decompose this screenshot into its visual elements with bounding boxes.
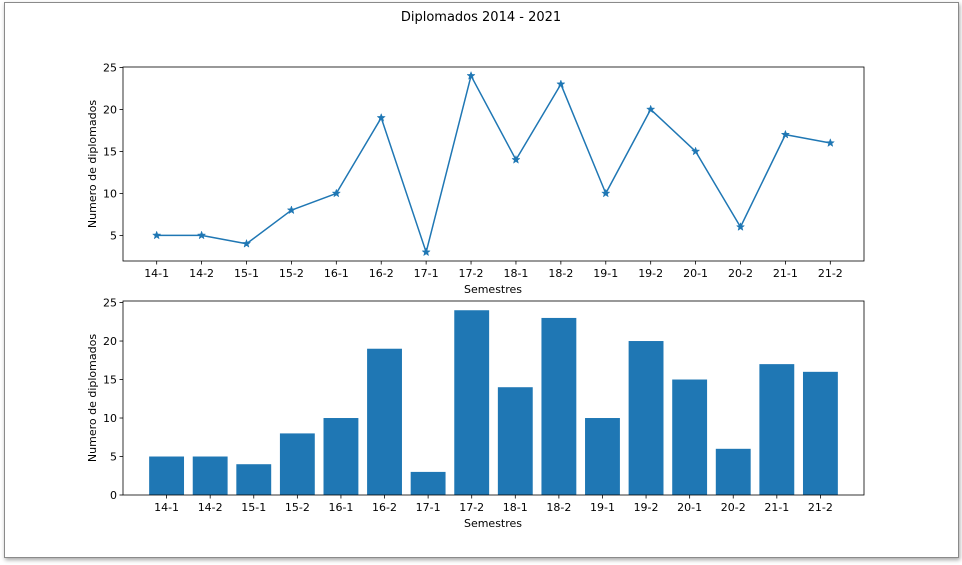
line-chart-ytick-label: 5 [110,229,117,242]
line-point-star-marker [421,247,431,257]
line-chart-xtick-label: 21-2 [818,267,843,280]
bar-chart-xtick-label: 19-1 [590,501,615,514]
bar-chart: Semestres Numero de diplomados 0 5 10 15 20 2… [86,297,865,530]
bar-chart-xtick-label: 16-2 [372,501,397,514]
bar-chart-xtick-label: 17-1 [416,501,441,514]
bar-chart-xtick-label: 21-2 [808,501,833,514]
line-chart-xtick-label: 16-1 [324,267,349,280]
bar-chart-ytick-label: 0 [110,489,117,502]
bar-chart-xtick-label: 16-1 [328,501,353,514]
bar-chart-xtick-label: 19-2 [634,501,659,514]
bar-chart-ylabel: Numero de diplomados [86,334,99,462]
bar-chart-xtick-label: 18-2 [546,501,571,514]
line-chart-ylabel: Numero de diplomados [86,100,99,228]
line-chart-ytick-label: 15 [103,145,117,158]
bar [628,341,664,495]
bar [323,418,359,495]
bar-chart-xtick-label: 20-1 [677,501,702,514]
line-chart-xtick-label: 17-2 [459,267,484,280]
line-chart-xtick-label: 15-1 [234,267,259,280]
bar-chart-xtick-label: 15-2 [285,501,310,514]
line-point-star-marker [556,79,566,89]
line-chart-xtick-label: 19-1 [593,267,618,280]
line-chart-xtick-label: 17-1 [414,267,439,280]
bar-chart-xtick-label: 18-1 [503,501,528,514]
line-point-star-marker [735,222,746,231]
line-chart-xtick-label: 14-1 [144,267,169,280]
line-chart-xtick-label: 15-2 [279,267,304,280]
bar [672,379,708,495]
bar [541,317,577,495]
bar-chart-ytick-label: 5 [110,451,117,464]
bar-chart-plot-frame [122,300,865,496]
bar [410,471,446,495]
bar-chart-ytick-label: 10 [103,412,117,425]
line-point-star-marker [286,205,297,215]
line-chart-xtick-label: 18-1 [503,267,528,280]
bar-chart-ytick-label: 20 [103,335,117,348]
bar [802,371,838,495]
line-chart-xtick-label: 20-1 [683,267,708,280]
line-chart-xlabel: Semestres [464,283,522,296]
bar-chart-xtick-label: 14-2 [198,501,223,514]
line-point-star-marker [690,146,701,156]
bar [367,348,402,495]
bar [279,433,315,495]
line-point-star-marker [466,70,476,80]
line-chart-ytick-label: 25 [103,61,117,74]
line-point-star-marker [331,188,341,198]
line-chart-xtick-label: 14-2 [189,267,214,280]
line-point-star-marker [196,230,207,240]
line-point-star-marker [646,104,656,114]
bar [454,310,490,495]
line-point-star-marker [152,230,162,240]
bar-chart-xtick-label: 21-1 [764,501,789,514]
bar [497,387,533,495]
line-chart-ytick-label: 20 [103,103,117,116]
line-chart-ytick-label: 10 [103,187,117,200]
bar-chart-xtick-label: 17-2 [459,501,484,514]
line-point-star-marker [780,129,791,139]
line-chart-xtick-label: 16-2 [369,267,394,280]
line-chart-plot-frame [122,66,865,262]
bar [192,456,228,495]
bar [149,456,185,495]
line-point-star-marker [376,112,386,122]
line-chart: Semestres Numero de diplomados 5 10 15 20 25… [86,61,865,296]
figure-title: Diplomados 2014 - 2021 [401,10,561,25]
bar-chart-xtick-label: 20-2 [721,501,746,514]
bar-chart-ytick-label: 15 [103,374,117,387]
line-series [156,75,831,253]
line-point-star-marker [825,138,835,147]
line-chart-xtick-label: 19-2 [638,267,663,280]
line-point-star-marker [241,238,252,248]
bar-chart-xlabel: Semestres [464,517,522,530]
bar [236,464,272,495]
bar [585,418,620,495]
bar [759,364,795,495]
bar-chart-ytick-label: 25 [103,297,117,310]
line-chart-xtick-label: 18-2 [548,267,573,280]
bar [715,448,751,495]
bar-chart-xtick-label: 15-1 [241,501,266,514]
line-chart-xtick-label: 20-2 [728,267,753,280]
line-chart-xtick-label: 21-1 [773,267,798,280]
bar-chart-xtick-label: 14-1 [154,501,179,514]
line-point-star-marker [511,154,521,164]
line-point-star-marker [601,188,611,198]
